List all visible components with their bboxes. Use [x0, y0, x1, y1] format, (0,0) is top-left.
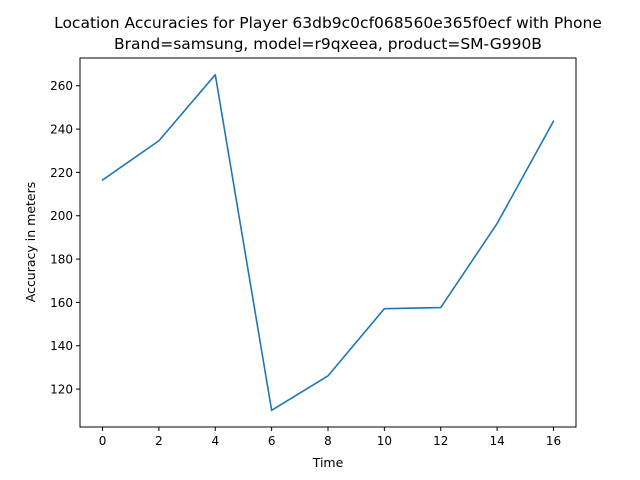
x-tick-label: 14: [489, 434, 504, 448]
y-tick-label: 260: [50, 79, 73, 93]
y-tick-label: 180: [50, 253, 73, 267]
x-tick-label: 10: [377, 434, 392, 448]
y-axis-label: Accuracy in meters: [23, 182, 38, 303]
y-tick-label: 120: [50, 383, 73, 397]
x-tick-label: 16: [546, 434, 561, 448]
chart-title-line1: Location Accuracies for Player 63db9c0cf…: [54, 14, 602, 32]
x-axis: 0 2 4 6 8 10 12 14 16: [99, 427, 561, 448]
x-tick-label: 12: [433, 434, 448, 448]
y-tick-label: 240: [50, 123, 73, 137]
y-tick-label: 160: [50, 296, 73, 310]
x-tick-label: 0: [99, 434, 107, 448]
chart-title-line2: Brand=samsung, model=r9qxeea, product=SM…: [114, 35, 542, 53]
x-tick-label: 8: [324, 434, 332, 448]
x-tick-label: 6: [268, 434, 276, 448]
y-tick-label: 140: [50, 339, 73, 353]
y-tick-label: 220: [50, 166, 73, 180]
plot-area: [101, 73, 555, 412]
y-axis: 120 140 160 180 200 220 240 260: [50, 79, 80, 397]
x-tick-label: 2: [155, 434, 163, 448]
y-tick-label: 200: [50, 209, 73, 223]
x-tick-label: 4: [211, 434, 219, 448]
plot-frame: [79, 57, 577, 428]
series-line: [101, 73, 555, 412]
x-axis-label: Time: [312, 455, 344, 470]
